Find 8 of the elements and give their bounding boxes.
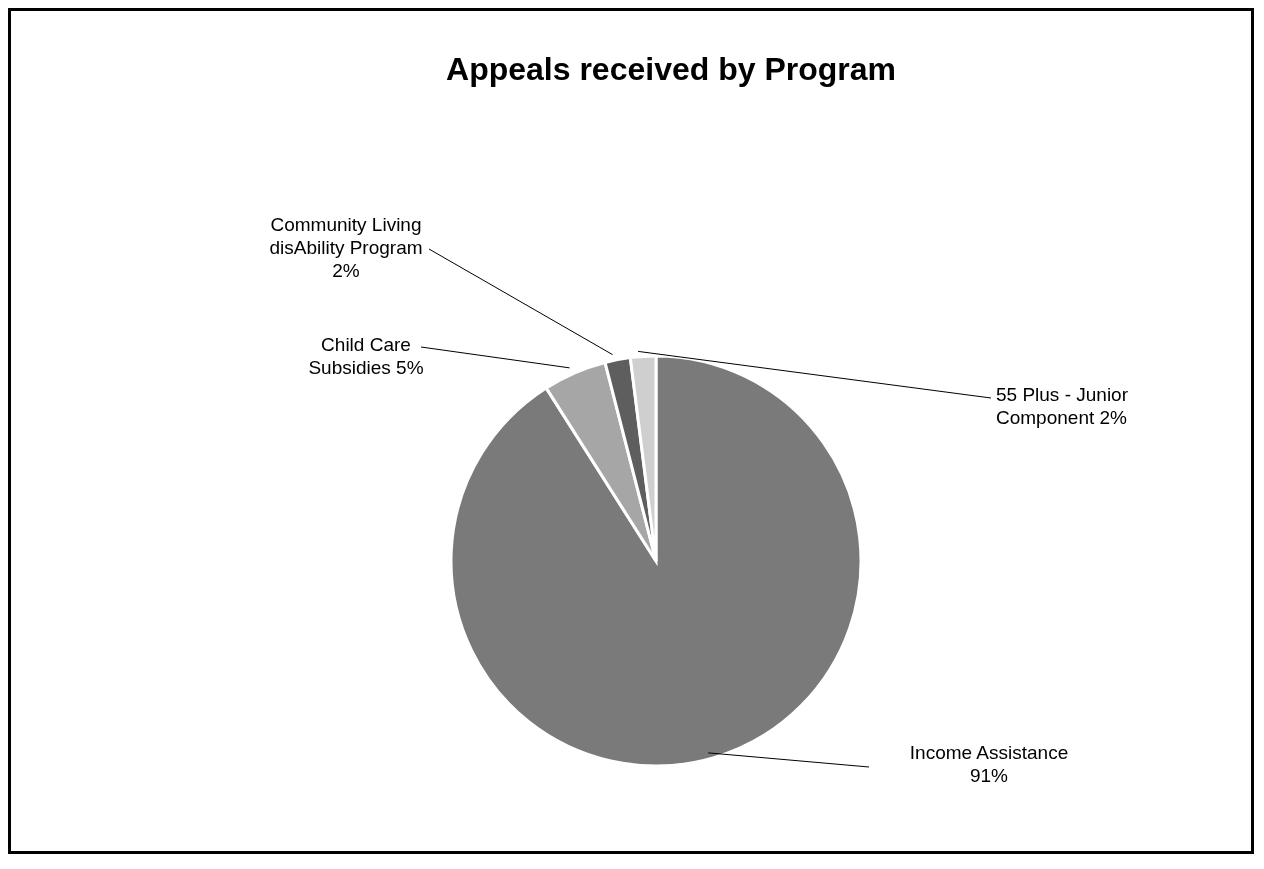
- data-label: 2%: [332, 260, 360, 281]
- slice-label: 55 Plus - Junior Component 2%: [996, 384, 1129, 428]
- pie-slice: [449, 354, 863, 768]
- data-label: 91%: [969, 765, 1009, 786]
- slice-label: Child Care Subsidies 5%: [308, 334, 424, 378]
- slice-label: Income Assistance: [909, 742, 1069, 763]
- slice-label: Community Living disAbility Program: [269, 214, 423, 258]
- chart-title: Appeals received by Program: [445, 51, 897, 88]
